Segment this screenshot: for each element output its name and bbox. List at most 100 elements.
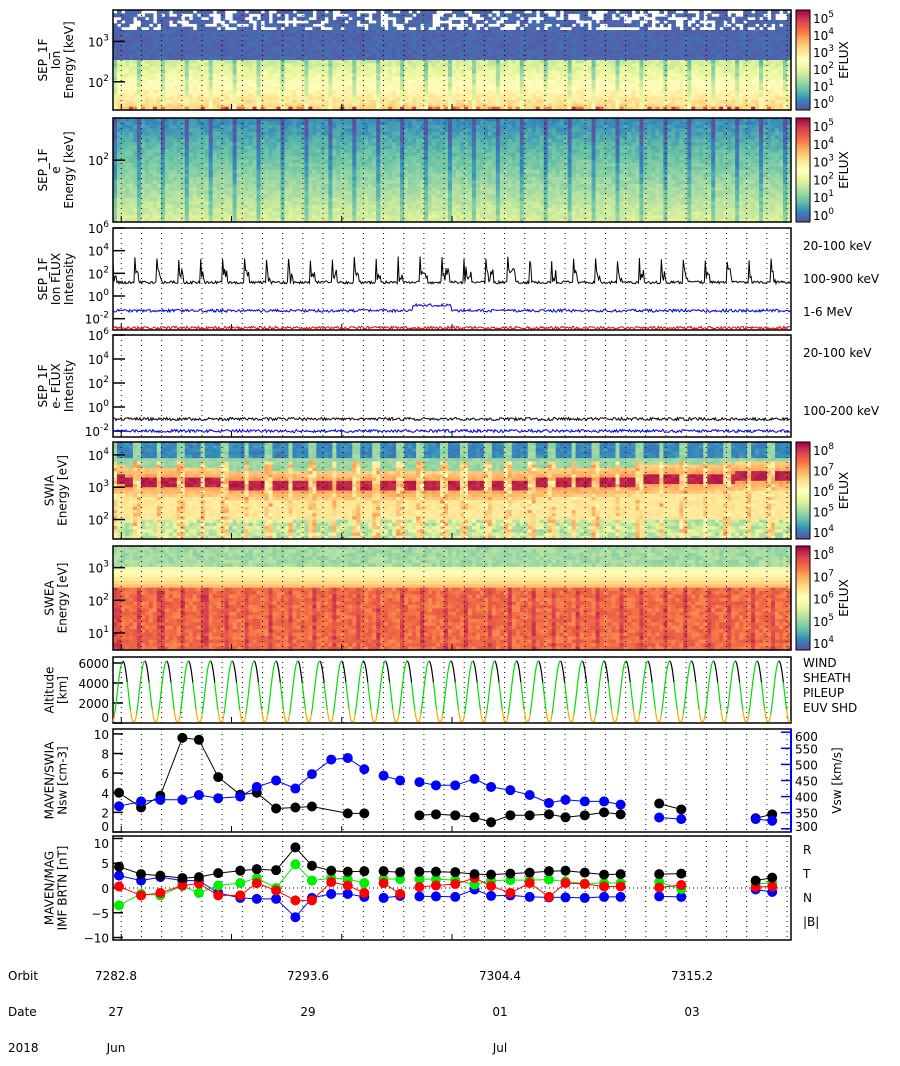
- sep-ion-cell: [755, 20, 760, 24]
- sep-e-cell: [141, 194, 146, 198]
- sep-e-cell: [117, 173, 122, 177]
- sep-e-cell: [125, 177, 130, 181]
- sep-e-cell: [149, 125, 154, 129]
- sep-e-cell: [125, 153, 130, 157]
- sep-ion-cell: [201, 13, 206, 17]
- sep-ion-cell: [185, 17, 190, 21]
- sep-e-cell: [137, 184, 142, 188]
- sep-e-cell: [137, 173, 142, 177]
- sep-e-cell: [125, 170, 130, 174]
- sep-ion-cb-tick-0: 100: [813, 95, 834, 111]
- sep-e-cell: [129, 125, 134, 129]
- sep-ion-cb-tick-2: 102: [813, 61, 834, 77]
- sep-e-cell: [137, 146, 142, 150]
- sep-e-cell: [129, 149, 134, 153]
- sep-e-cell: [145, 121, 150, 125]
- sep-e-cell: [117, 191, 122, 195]
- sep-ion-cell: [759, 13, 764, 17]
- sep-e-cell: [133, 156, 138, 160]
- sep-e-cell: [125, 156, 130, 160]
- sep-e-cell: [133, 149, 138, 153]
- sep-e-cell: [133, 191, 138, 195]
- sep-ion-cell: [193, 20, 198, 24]
- sep-ion-cell: [344, 17, 349, 21]
- sep-e-cell: [133, 125, 138, 129]
- sep-ion-cell: [508, 20, 513, 24]
- sep-e-cell: [129, 121, 134, 125]
- sep-e-cell: [125, 121, 130, 125]
- sep-ion-cell: [304, 17, 309, 21]
- sep-e-cell: [133, 163, 138, 167]
- sep-e-cell: [129, 205, 134, 209]
- sep-ion-cell: [217, 23, 222, 27]
- sep-e-cell: [129, 167, 134, 171]
- sep-e-cell: [129, 198, 134, 202]
- sep-ion-cell: [177, 17, 182, 21]
- sep-e-cell: [125, 142, 130, 146]
- sep-ion-cell: [360, 20, 365, 24]
- sep-e-cell: [125, 173, 130, 177]
- sep-ion-cell: [476, 20, 481, 24]
- sep-ion-cell: [735, 20, 740, 24]
- sep-e-cell: [145, 198, 150, 202]
- sep-e-cell: [117, 128, 122, 132]
- sep-e-cell: [149, 142, 154, 146]
- sep-ion-cell: [372, 17, 377, 21]
- sep-e-cell: [137, 170, 142, 174]
- sep-e-cell: [129, 156, 134, 160]
- sep-ion-cell: [253, 17, 258, 21]
- sep-e-cell: [125, 180, 130, 184]
- sep-ion-cell: [723, 17, 728, 21]
- sep-e-cell: [133, 142, 138, 146]
- sep-ion-cell: [695, 20, 700, 24]
- sep-e-cell: [125, 208, 130, 212]
- sep-e-cell: [141, 149, 146, 153]
- sep-e-cell: [145, 212, 150, 216]
- sep-e-cell: [125, 194, 130, 198]
- sep-e-cell: [145, 173, 150, 177]
- sep-e-cell: [129, 191, 134, 195]
- sep-e-cell: [121, 184, 126, 188]
- sep-ion-cell: [324, 13, 329, 17]
- sep-ion-cell: [312, 20, 317, 24]
- sep-e-cell: [137, 128, 142, 132]
- sep-e-cell: [117, 149, 122, 153]
- sep-ion-cell: [528, 13, 533, 17]
- sep-ion-cell: [568, 23, 573, 27]
- sep-e-cell: [121, 146, 126, 150]
- sep-ion-cb-tick-1-exp: 1: [828, 78, 834, 88]
- sep-ion-cell: [304, 23, 309, 27]
- sep-e-cell: [133, 184, 138, 188]
- sep-e-cell: [137, 153, 142, 157]
- sep-ion-cell: [456, 13, 461, 17]
- sep-e-cell: [145, 215, 150, 219]
- sep-ion-cell: [556, 13, 561, 17]
- sep-ion-cell: [205, 20, 210, 24]
- sep-e-cell: [117, 184, 122, 188]
- sep-e-cell: [133, 201, 138, 205]
- sep-ion-cell: [683, 13, 688, 17]
- sep-ion-cell: [588, 17, 593, 21]
- sep-ion-cell: [456, 20, 461, 24]
- sep-ion-cell: [655, 23, 660, 27]
- sep-ion-cell: [544, 20, 549, 24]
- sep-ion-cell: [480, 20, 485, 24]
- sep-ion-cell: [448, 13, 453, 17]
- sep-e-cell: [129, 146, 134, 150]
- sep-e-cell: [125, 128, 130, 132]
- sep-ion-cb-tick-1: 101: [813, 78, 834, 94]
- sep-e-cell: [125, 125, 130, 129]
- sep-e-cell: [149, 156, 154, 160]
- sep-e-cell: [137, 135, 142, 139]
- sep-ion-cell: [288, 17, 293, 21]
- sep-ion-cell: [600, 20, 605, 24]
- sep-e-cell: [137, 205, 142, 209]
- sep-e-cell: [133, 128, 138, 132]
- sep-ion-cell: [233, 23, 238, 27]
- sep-e-cell: [145, 153, 150, 157]
- sep-ion-cell: [125, 23, 130, 27]
- sep-e-cell: [137, 180, 142, 184]
- sep-ion-cell: [540, 13, 545, 17]
- sep-ion-cell: [412, 23, 417, 27]
